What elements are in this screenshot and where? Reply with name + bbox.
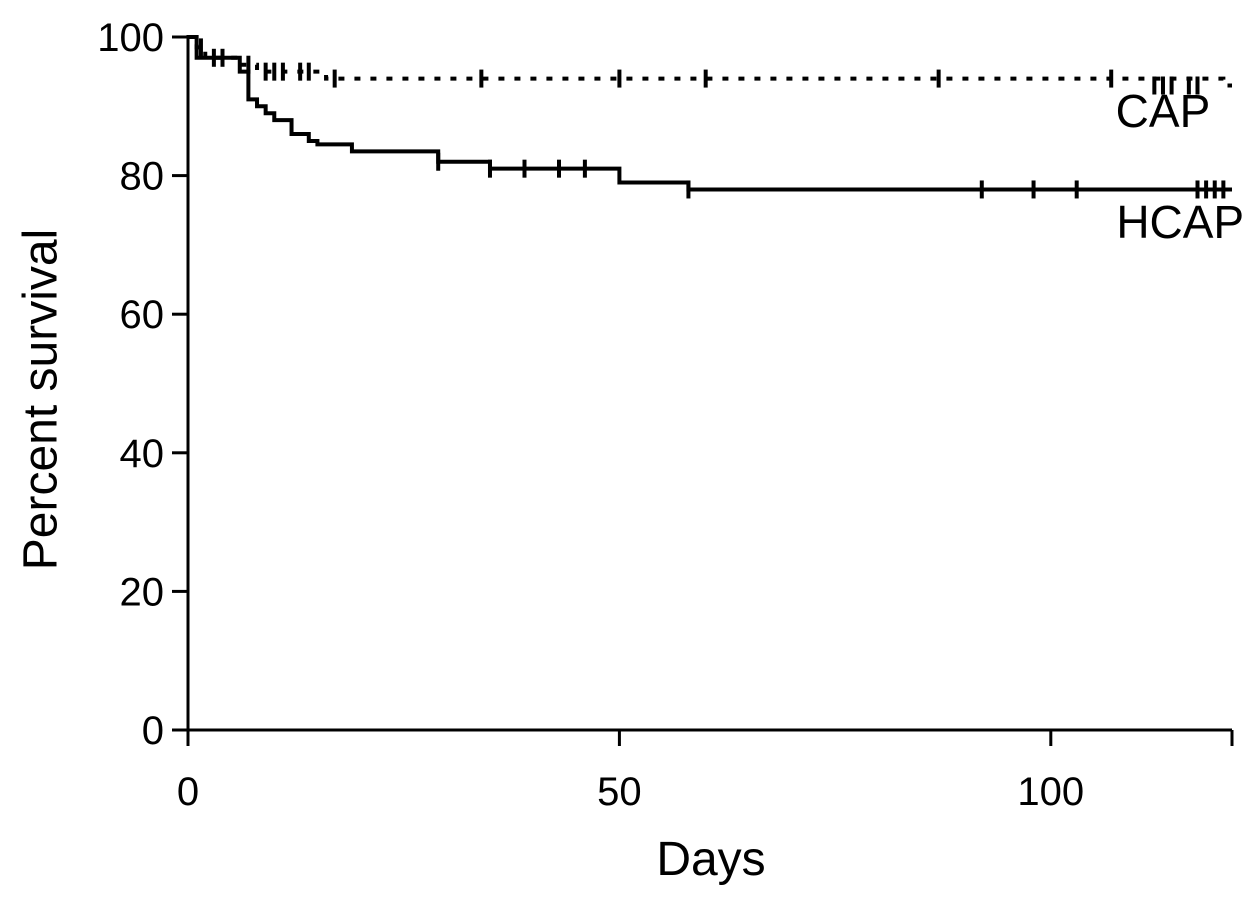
survival-curves (188, 35, 1232, 192)
y-axis: 0 20 40 60 80 100 (97, 16, 190, 753)
y-tick-label: 40 (120, 432, 165, 476)
y-tick-label: 0 (142, 709, 164, 753)
y-axis-title: Percent survival (15, 229, 68, 570)
censor-marks (198, 38, 1226, 199)
x-tick-label: 50 (597, 770, 642, 814)
y-tick-label: 80 (120, 155, 165, 199)
x-axis-title: Days (656, 833, 765, 886)
plot-area (188, 35, 1232, 199)
cap-series-label: CAP (1116, 85, 1211, 137)
x-tick-label: 0 (177, 770, 199, 814)
x-ticks: 0 50 100 (177, 730, 1234, 814)
y-tick-label: 20 (120, 570, 165, 614)
y-tick-label: 100 (97, 16, 164, 60)
hcap-series-label: HCAP (1116, 196, 1244, 248)
y-tick-label: 60 (120, 293, 165, 337)
x-tick-label: 100 (1017, 770, 1084, 814)
hcap-survival-curve (188, 35, 1232, 192)
x-axis: 0 50 100 (177, 728, 1234, 814)
cap-survival-curve (188, 35, 1232, 88)
series-labels: CAP HCAP (1116, 85, 1244, 248)
y-ticks: 0 20 40 60 80 100 (97, 16, 188, 753)
